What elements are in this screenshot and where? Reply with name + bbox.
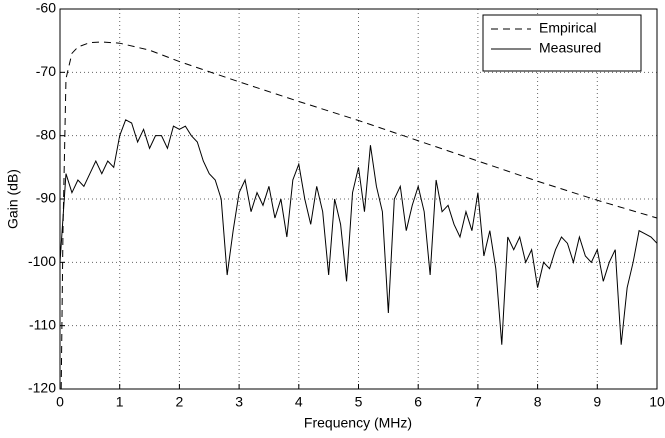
y-tick-label: -120 [28, 380, 56, 396]
plot-frame [59, 8, 658, 390]
y-tick-label: -60 [36, 0, 56, 16]
legend-label: Empirical [539, 20, 597, 36]
x-axis-label: Frequency (MHz) [304, 415, 412, 431]
y-tick-label: -70 [36, 63, 56, 79]
y-tick-label: -90 [36, 190, 56, 206]
x-tick-label: 0 [56, 394, 64, 410]
x-tick-label: 4 [295, 394, 303, 410]
x-tick-label: 9 [593, 394, 601, 410]
x-tick-label: 7 [474, 394, 482, 410]
legend-label: Measured [539, 40, 601, 56]
y-axis-label: Gain (dB) [5, 169, 21, 229]
x-tick-label: 1 [116, 394, 124, 410]
x-tick-label: 3 [235, 394, 243, 410]
y-tick-label: -110 [29, 316, 56, 332]
x-tick-label: 8 [534, 394, 542, 410]
series-line [59, 119, 658, 345]
series-line [60, 41, 658, 390]
y-tick-label: -100 [28, 253, 56, 269]
x-tick-label: 5 [355, 394, 363, 410]
x-tick-label: 6 [414, 394, 422, 410]
y-tick-label: -80 [36, 126, 56, 142]
x-tick-label: 10 [649, 394, 665, 410]
legend-box [482, 14, 642, 72]
x-tick-label: 2 [176, 394, 184, 410]
